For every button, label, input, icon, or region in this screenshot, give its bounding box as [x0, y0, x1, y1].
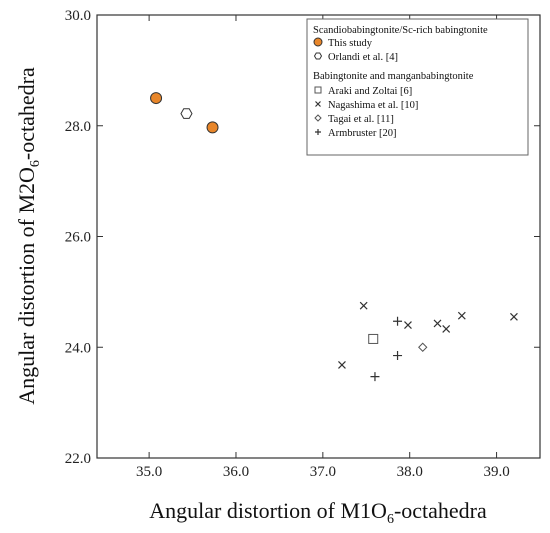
data-point-filled-circle: [206, 121, 219, 134]
x-axis-title: Angular distortion of M1O6-octahedra: [149, 498, 487, 527]
legend-label: Tagai et al. [11]: [328, 114, 394, 125]
legend-marker-diamond: [314, 114, 322, 122]
legend-label: Araki and Zoltai [6]: [328, 86, 412, 97]
y-axis-title: Angular distortion of M2O6-octahedra: [14, 67, 43, 405]
legend-marker-filled-circle: [313, 37, 323, 47]
data-point-plus: [370, 372, 380, 382]
x-tick-label: 37.0: [310, 464, 336, 480]
legend-label: Orlandi et al. [4]: [328, 52, 398, 63]
legend-marker-hexagon: [313, 52, 323, 60]
y-tick-label: 22.0: [65, 451, 91, 467]
data-point-x: [510, 312, 518, 321]
legend-label: This study: [328, 38, 373, 49]
legend-items: This study Orlandi et al. [4] Araki and Zo…: [313, 37, 418, 139]
y-tick-label: 24.0: [65, 340, 91, 356]
data-point-plus: [393, 316, 403, 326]
legend-marker-square: [314, 86, 322, 94]
data-point-filled-circle: [150, 92, 163, 105]
y-tick-label: 26.0: [65, 230, 91, 246]
y-tick-label: 30.0: [65, 8, 91, 24]
data-point-x: [338, 361, 346, 369]
data-point-hexagon: [180, 108, 193, 119]
data-point-diamond: [418, 342, 428, 352]
axis-ticks: 35.0 36.0 37.0 38.0 39.0 22.0 24.0 26.0 28.0 30.0: [65, 8, 540, 480]
legend-label: Nagashima et al. [10]: [328, 100, 418, 111]
legend-box: [306, 18, 529, 156]
data-point-x: [404, 321, 412, 330]
x-tick-label: 39.0: [483, 464, 509, 480]
data-point-x: [433, 319, 442, 328]
legend-marker-plus: [315, 129, 321, 135]
legend-marker-x: [315, 101, 321, 107]
legend-group-title-sc: Scandiobabingtonite/Sc-rich babingtonite: [313, 25, 488, 36]
data-point-plus: [393, 351, 403, 361]
legend: Scandiobabingtonite/Sc-rich babingtonite…: [306, 18, 529, 156]
data-marks: [150, 92, 518, 382]
legend-label: Armbruster [20]: [328, 128, 397, 139]
y-tick-label: 28.0: [65, 119, 91, 135]
data-point-square: [368, 333, 379, 344]
x-tick-label: 38.0: [397, 464, 423, 480]
data-point-x: [457, 311, 466, 320]
data-point-x: [442, 325, 451, 333]
x-tick-label: 35.0: [136, 464, 162, 480]
x-tick-label: 36.0: [223, 464, 249, 480]
legend-group-title-bab: Babingtonite and manganbabingtonite: [313, 71, 474, 82]
data-point-x: [359, 301, 368, 310]
